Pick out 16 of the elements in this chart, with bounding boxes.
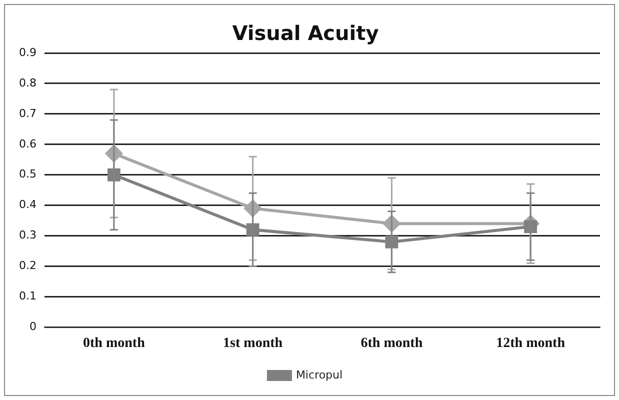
chart-title: Visual Acuity xyxy=(232,21,379,46)
y-tick-label: 0 xyxy=(29,320,36,334)
x-tick-label: 12th month xyxy=(496,336,566,352)
y-tick-label: 0.4 xyxy=(18,198,36,212)
y-tick-label: 0.1 xyxy=(18,290,36,303)
y-tick-label: 0.3 xyxy=(18,228,36,242)
y-tick-label: 0.6 xyxy=(18,137,36,150)
x-tick-label: 1st month xyxy=(223,336,283,352)
y-tick-label: 0.8 xyxy=(18,76,36,90)
x-tick-label: 6th month xyxy=(360,336,423,352)
legend-label: Micropul xyxy=(296,368,343,382)
y-tick-label: 0.7 xyxy=(18,106,36,120)
y-tick-label: 0.5 xyxy=(18,168,36,181)
y-tick-label: 0.9 xyxy=(18,46,36,59)
y-tick-label: 0.2 xyxy=(18,259,36,272)
x-tick-label: 0th month xyxy=(83,336,146,352)
